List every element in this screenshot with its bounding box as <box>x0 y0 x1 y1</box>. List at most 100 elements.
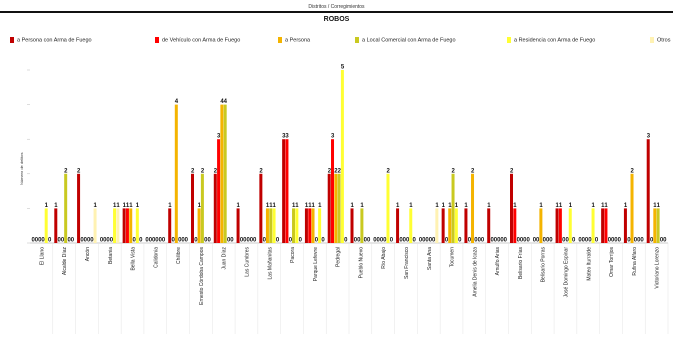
bar <box>601 208 605 243</box>
data-label: 0 <box>299 238 303 244</box>
bar <box>54 208 58 243</box>
bar <box>487 208 491 243</box>
x-tick-label: Arnulfo Arias <box>495 247 501 276</box>
bar <box>129 208 133 243</box>
bar <box>630 173 634 243</box>
data-label: 0 <box>497 238 501 244</box>
data-label: 0 <box>377 238 381 244</box>
data-label: 1 <box>559 203 563 209</box>
x-tick-label: Bella Vista <box>131 247 137 271</box>
data-label: 0 <box>445 238 449 244</box>
data-label: 0 <box>84 238 88 244</box>
data-label: 3 <box>282 134 286 140</box>
data-label: 0 <box>61 238 65 244</box>
page-header: Distritos / Corregimientos <box>0 0 673 14</box>
data-label: 0 <box>481 238 485 244</box>
data-label: 0 <box>344 238 348 244</box>
data-label: 1 <box>311 203 315 209</box>
data-label: 1 <box>129 203 133 209</box>
data-label: 1 <box>360 203 364 209</box>
bar <box>555 208 559 243</box>
data-label: 1 <box>318 203 322 209</box>
data-label: 0 <box>171 238 175 244</box>
bar <box>77 173 81 243</box>
bar <box>448 208 452 243</box>
data-label: 4 <box>220 99 224 105</box>
bar <box>285 139 289 243</box>
data-label: 1 <box>409 203 413 209</box>
data-label: 0 <box>149 238 153 244</box>
bar <box>213 173 217 243</box>
data-label: 3 <box>217 134 221 140</box>
data-label: 0 <box>38 238 42 244</box>
bar <box>623 208 627 243</box>
x-tick-label: Calidonia <box>153 247 159 268</box>
bar <box>451 173 455 243</box>
data-label: 0 <box>383 238 387 244</box>
data-label: 0 <box>364 238 368 244</box>
data-label: 0 <box>419 238 423 244</box>
legend-item-3: a Persona <box>278 37 310 43</box>
legend-label: Otros <box>657 37 671 44</box>
bar <box>116 208 120 243</box>
x-tick-label: Omar Torrijos <box>609 247 615 277</box>
bar <box>200 173 204 243</box>
data-label: 0 <box>618 238 622 244</box>
data-label: 0 <box>572 238 576 244</box>
data-label: 0 <box>585 238 589 244</box>
data-label: 0 <box>637 238 641 244</box>
data-label: 0 <box>152 238 156 244</box>
bar <box>396 208 400 243</box>
data-label: 0 <box>490 238 494 244</box>
bar <box>217 139 221 243</box>
data-label: 0 <box>155 238 159 244</box>
data-label: 0 <box>110 238 114 244</box>
data-label: 1 <box>442 203 446 209</box>
data-label: 0 <box>321 238 325 244</box>
legend-swatch <box>278 37 282 43</box>
legend-item-6: Otros <box>650 37 670 43</box>
bar <box>44 208 48 243</box>
bar <box>331 139 335 243</box>
data-label: 0 <box>413 238 417 244</box>
bar <box>653 208 657 243</box>
legend-label: a Persona con Arma de Fuego <box>17 37 92 44</box>
data-label: 0 <box>103 238 107 244</box>
x-tick-label: San Francisco <box>404 247 410 279</box>
bar <box>311 208 315 243</box>
bar <box>656 208 660 243</box>
data-label: 0 <box>578 238 582 244</box>
bar <box>510 173 513 243</box>
x-tick-label: Pueblo Nuevo <box>358 247 364 279</box>
data-label: 1 <box>513 203 517 209</box>
data-label: 0 <box>517 238 521 244</box>
bar <box>135 208 139 243</box>
data-label: 0 <box>627 238 631 244</box>
x-tick-label: Las Cumbres <box>244 247 250 277</box>
data-label: 4 <box>175 99 179 105</box>
data-label: 2 <box>201 168 205 174</box>
data-label: 0 <box>71 238 75 244</box>
data-label: 1 <box>136 203 140 209</box>
data-label: 0 <box>204 238 208 244</box>
data-label: 0 <box>536 238 540 244</box>
data-label: 0 <box>546 238 550 244</box>
bar <box>604 208 608 243</box>
bar <box>340 70 344 243</box>
data-label: 0 <box>354 238 358 244</box>
bar <box>646 139 650 243</box>
bar <box>360 208 364 243</box>
legend-item-4: a Local Comercial con Arma de Fuego <box>355 37 456 43</box>
data-label: 1 <box>604 203 608 209</box>
data-label: 1 <box>45 203 49 209</box>
data-label: 1 <box>116 203 120 209</box>
data-label: 0 <box>634 238 638 244</box>
data-label: 0 <box>106 238 110 244</box>
bar <box>122 208 126 243</box>
x-tick-label: El Llano <box>39 247 45 265</box>
bar <box>292 208 296 243</box>
data-label: 0 <box>380 238 384 244</box>
header-subtitle: Distritos / Corregimientos <box>308 4 365 10</box>
data-label: 0 <box>90 238 94 244</box>
